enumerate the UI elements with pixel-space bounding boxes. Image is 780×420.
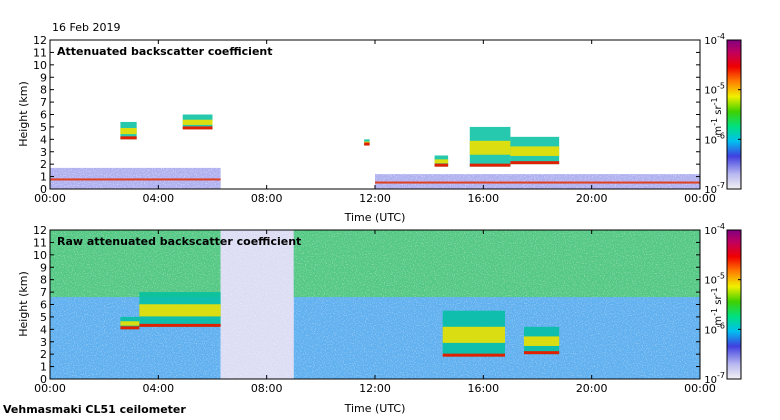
colorbar-tick-label: 10-5 [704, 272, 725, 287]
colorbar-tick-label: 10-7 [704, 371, 725, 386]
colorbar-tick-label: 10-7 [704, 181, 725, 196]
y-tick-label: 11 [33, 46, 47, 59]
x-tick-label: 16:00 [467, 382, 499, 395]
y-axis-label-1: Height (km) [17, 271, 30, 337]
colorbar-tick-label: 10-5 [704, 82, 725, 97]
footer-label: Vehmasmaki CL51 ceilometer [3, 403, 186, 416]
colorbar-scale [726, 39, 742, 190]
y-tick-label: 12 [33, 224, 47, 237]
y-tick-label: 7 [40, 96, 47, 109]
y-tick-label: 1 [40, 361, 47, 374]
feature-noise-high [50, 230, 221, 379]
feature-cloud [523, 326, 560, 355]
y-tick-label: 0 [40, 183, 47, 196]
y-tick-label: 6 [40, 109, 47, 122]
y-tick-label: 2 [40, 158, 47, 171]
panel-attenuated-backscatter: 00:00 04:00 08:00 12:00 16:00 20:00 00:0001234… [17, 32, 742, 224]
x-tick-label: 00:00 [34, 192, 66, 205]
y-tick-label: 6 [40, 299, 47, 312]
plot-frame-0 [49, 39, 701, 190]
x-tick-label: 00:00 [34, 382, 66, 395]
feature-cloud [510, 136, 560, 165]
x-tick-label: 20:00 [576, 192, 608, 205]
x-tick-label: 08:00 [251, 382, 283, 395]
x-tick-label: 00:00 [684, 382, 716, 395]
colorbar-tick-label: 10-4 [704, 222, 725, 237]
y-tick-label: 1 [40, 171, 47, 184]
colorbar-unit-label: m-1 sr-1 [710, 97, 724, 135]
panel-raw-attenuated-backscatter: 00:00 04:00 08:00 12:00 16:00 20:00 00:0001234… [17, 222, 742, 415]
y-tick-label: 10 [33, 249, 47, 262]
x-tick-label: 12:00 [359, 192, 391, 205]
axes-0: 00:00 04:00 08:00 12:00 16:00 20:00 00:0001234… [33, 34, 716, 205]
x-tick-label: 20:00 [576, 382, 608, 395]
y-axis-label-0: Height (km) [17, 81, 30, 147]
colorbar-0: 10-710-610-510-4m-1 sr-1 [704, 32, 742, 196]
panel-title-0: Attenuated backscatter coefficient [57, 45, 273, 58]
y-tick-label: 8 [40, 274, 47, 287]
feature-noise-low [220, 230, 294, 379]
y-tick-label: 9 [40, 261, 47, 274]
x-tick-label: 16:00 [467, 192, 499, 205]
panel-title-1: Raw attenuated backscatter coefficient [57, 235, 301, 248]
x-tick-label: 08:00 [251, 192, 283, 205]
colorbar-unit-label: m-1 sr-1 [710, 287, 724, 325]
feature-cloud [442, 310, 505, 357]
y-tick-label: 11 [33, 236, 47, 249]
y-tick-label: 12 [33, 34, 47, 47]
y-tick-label: 8 [40, 84, 47, 97]
colorbar-1: 10-710-610-510-4m-1 sr-1 [704, 222, 742, 386]
date-label: 16 Feb 2019 [52, 21, 120, 34]
heatmap-field-1 [50, 230, 700, 379]
feature-boundary-layer [50, 167, 221, 189]
feature-cloud [120, 121, 137, 140]
x-tick-label: 12:00 [359, 382, 391, 395]
feature-cloud [120, 316, 140, 330]
y-tick-label: 10 [33, 59, 47, 72]
y-tick-label: 4 [40, 133, 47, 146]
x-tick-label: 04:00 [142, 192, 174, 205]
y-tick-label: 2 [40, 348, 47, 361]
x-tick-label: 04:00 [142, 382, 174, 395]
heatmap-field-0 [50, 114, 700, 189]
y-tick-label: 7 [40, 286, 47, 299]
x-axis-label-0: Time (UTC) [344, 211, 406, 224]
y-tick-label: 4 [40, 323, 47, 336]
feature-cloud [139, 292, 221, 327]
y-tick-label: 3 [40, 146, 47, 159]
y-tick-label: 5 [40, 121, 47, 134]
y-tick-label: 0 [40, 373, 47, 386]
x-axis-label-1: Time (UTC) [344, 402, 406, 415]
feature-cloud [364, 139, 370, 146]
axes-1: 00:00 04:00 08:00 12:00 16:00 20:00 00:0001234… [33, 224, 716, 395]
feature-cloud [182, 114, 213, 130]
colorbar-tick-label: 10-4 [704, 32, 725, 47]
feature-boundary-layer [375, 174, 700, 189]
y-tick-label: 3 [40, 336, 47, 349]
feature-cloud [434, 155, 449, 167]
y-tick-label: 9 [40, 71, 47, 84]
feature-cloud [469, 126, 511, 167]
colorbar-scale [726, 229, 742, 380]
y-tick-label: 5 [40, 311, 47, 324]
x-tick-label: 00:00 [684, 192, 716, 205]
